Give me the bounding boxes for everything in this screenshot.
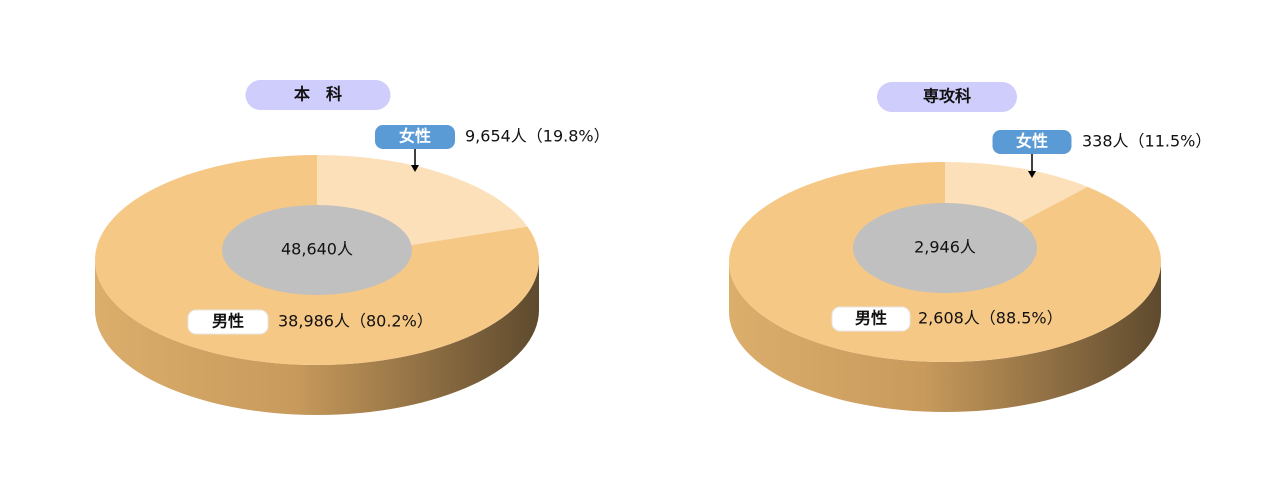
center-label: 2,946人	[914, 238, 976, 257]
pie-side	[95, 260, 539, 415]
value-label: 2,608人（88.5%）	[918, 309, 1063, 328]
value-label: 38,986人（80.2%）	[278, 312, 433, 331]
legend-pill	[992, 130, 1072, 154]
arrow-head	[411, 165, 419, 172]
legend-pill	[187, 309, 269, 335]
legend-label: 男性	[212, 312, 244, 331]
legend-label: 男性	[855, 309, 887, 328]
value-label: 338人（11.5%）	[1082, 132, 1211, 151]
title-pill	[877, 82, 1017, 112]
center-label: 48,640人	[281, 240, 353, 259]
pie-side	[729, 262, 1161, 412]
legend-label: 女性	[1016, 132, 1048, 151]
donut-hole	[222, 205, 412, 295]
legend-label: 女性	[399, 127, 431, 146]
legend-pill	[831, 306, 911, 332]
legend-pill	[375, 125, 455, 149]
value-label: 9,654人（19.8%）	[465, 127, 610, 146]
donut-hole	[853, 203, 1037, 293]
arrow-head	[1028, 171, 1036, 178]
chart-title: 専攻科	[923, 87, 971, 106]
chart-title: 本 科	[294, 85, 342, 104]
title-pill	[245, 80, 391, 110]
